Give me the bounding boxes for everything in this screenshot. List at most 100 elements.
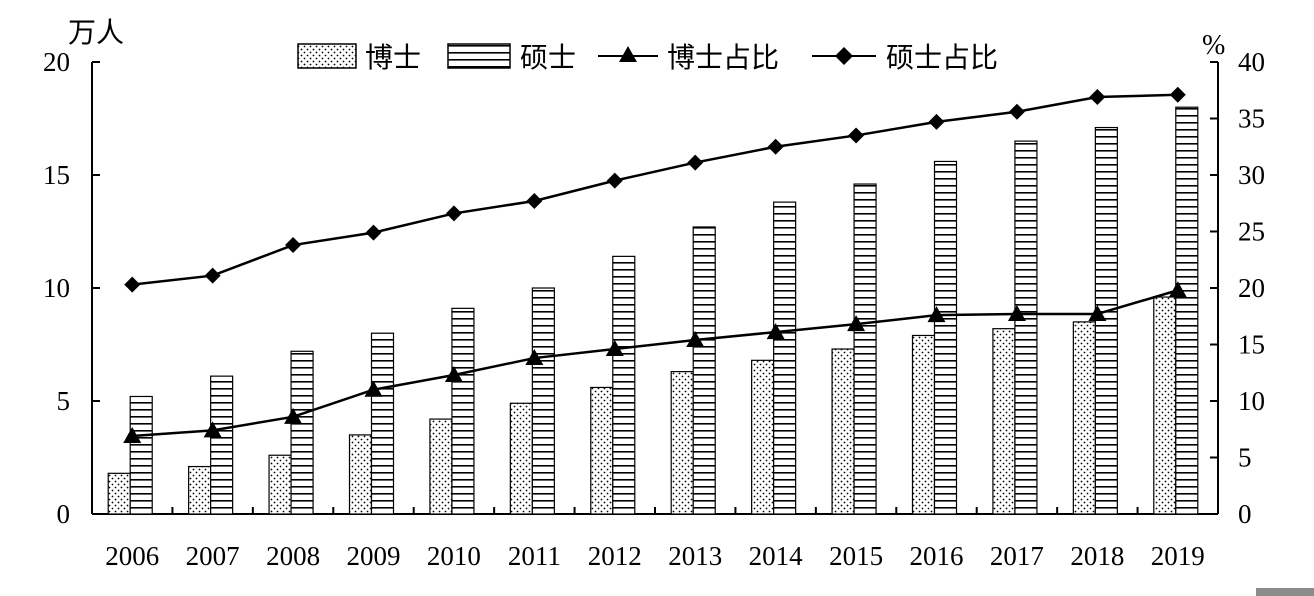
point-phd-share [284,407,303,424]
point-master-share [445,205,462,222]
right-tick-label: 30 [1238,160,1265,190]
left-tick-label: 10 [43,273,70,303]
point-phd-share [1007,304,1026,321]
right-tick-label: 25 [1238,217,1265,247]
right-tick-label: 15 [1238,330,1265,360]
point-phd-share [605,340,624,357]
x-tick-label: 2008 [266,541,320,571]
point-phd-share [444,366,463,383]
bar-phd [670,371,694,515]
left-axis-unit: 万人 [68,18,124,49]
bar-phd [268,454,292,515]
point-master-share [606,172,623,189]
point-phd-share [1088,304,1107,321]
line-phd-share [132,289,1179,438]
x-tick-label: 2012 [588,541,642,571]
legend-marker-master-share [835,47,853,65]
x-tick-label: 2015 [829,541,883,571]
x-tick-label: 2009 [347,541,401,571]
bar-master [1175,106,1199,515]
bar-phd [188,465,212,515]
bar-master [451,307,475,515]
axes [91,62,1219,515]
x-tick-label: 2011 [508,541,561,571]
bar-master [853,183,877,515]
lines [123,86,1187,444]
right-tick-label: 35 [1238,104,1265,134]
bar-phd [911,334,936,515]
bar-phd [348,434,373,515]
bar-master [692,226,716,515]
point-master-share [848,127,865,144]
bar-phd [429,418,453,515]
left-tick-label: 20 [43,47,70,77]
point-master-share [526,192,543,209]
point-phd-share [927,306,946,323]
right-tick-label: 10 [1238,386,1265,416]
x-axis-ticks: 2006 2007 2008 2009 2010 2011 2012 2013 2014 2015… [105,507,1205,571]
point-master-share [124,276,141,293]
bar-master [773,201,797,515]
legend-item-master-share: 硕士占比 [812,42,998,74]
legend-label-master: 硕士 [520,42,576,74]
x-tick-label: 2006 [105,541,159,571]
bar-master [210,375,234,515]
left-tick-label: 5 [57,386,71,416]
x-tick-label: 2019 [1151,541,1205,571]
x-tick-label: 2016 [910,541,964,571]
legend-item-phd-share: 博士占比 [598,42,779,74]
legend-label-phd-share: 博士占比 [667,42,779,74]
x-tick-label: 2010 [427,541,481,571]
bar-master [1014,140,1038,515]
bar-master [129,395,153,515]
corner-bar [1256,588,1314,596]
legend: 博士 硕士 博士占比 硕士占比 [297,42,998,74]
point-master-share [928,113,945,130]
x-tick-label: 2013 [668,541,722,571]
x-tick-label: 2007 [186,541,240,571]
bar-phd [590,386,614,515]
x-tick-label: 2014 [749,541,804,571]
point-master-share [365,224,382,241]
legend-swatch-master [447,43,511,69]
line-master-share [132,93,1178,286]
point-master-share [1169,86,1186,103]
bar-phd [751,359,775,515]
bar-master [933,160,958,515]
right-tick-label: 20 [1238,273,1265,303]
point-phd-share [364,380,383,397]
bar-phd [1072,321,1096,515]
legend-item-master: 硕士 [447,42,576,74]
point-phd-share [766,323,785,340]
bar-master [612,255,636,515]
left-tick-label: 0 [57,499,71,529]
right-tick-label: 0 [1238,499,1252,529]
bar-phd [1153,296,1177,515]
legend-item-phd: 博士 [297,42,421,74]
point-master-share [285,237,302,254]
right-axis-unit: % [1202,30,1225,61]
x-tick-label: 2018 [1070,541,1124,571]
bars [107,106,1199,515]
point-master-share [1008,103,1025,120]
legend-marker-phd-share [619,46,637,62]
point-master-share [204,267,221,284]
point-phd-share [1168,281,1187,298]
left-axis-ticks: 0 5 10 15 20 [43,47,100,529]
x-tick-label: 2017 [990,541,1044,571]
point-master-share [1089,89,1106,106]
legend-swatch-phd [297,43,357,69]
bar-phd [509,402,533,515]
point-phd-share [686,330,705,347]
bar-phd [992,328,1016,515]
bar-phd [831,348,855,515]
point-phd-share [525,349,544,366]
point-phd-share [847,315,866,332]
right-axis-ticks: 0 5 10 15 20 25 30 35 40 [1210,47,1265,529]
point-master-share [767,138,784,155]
point-phd-share [123,427,142,444]
right-tick-label: 40 [1238,47,1265,77]
bar-phd [107,472,131,515]
bar-master [531,287,555,515]
